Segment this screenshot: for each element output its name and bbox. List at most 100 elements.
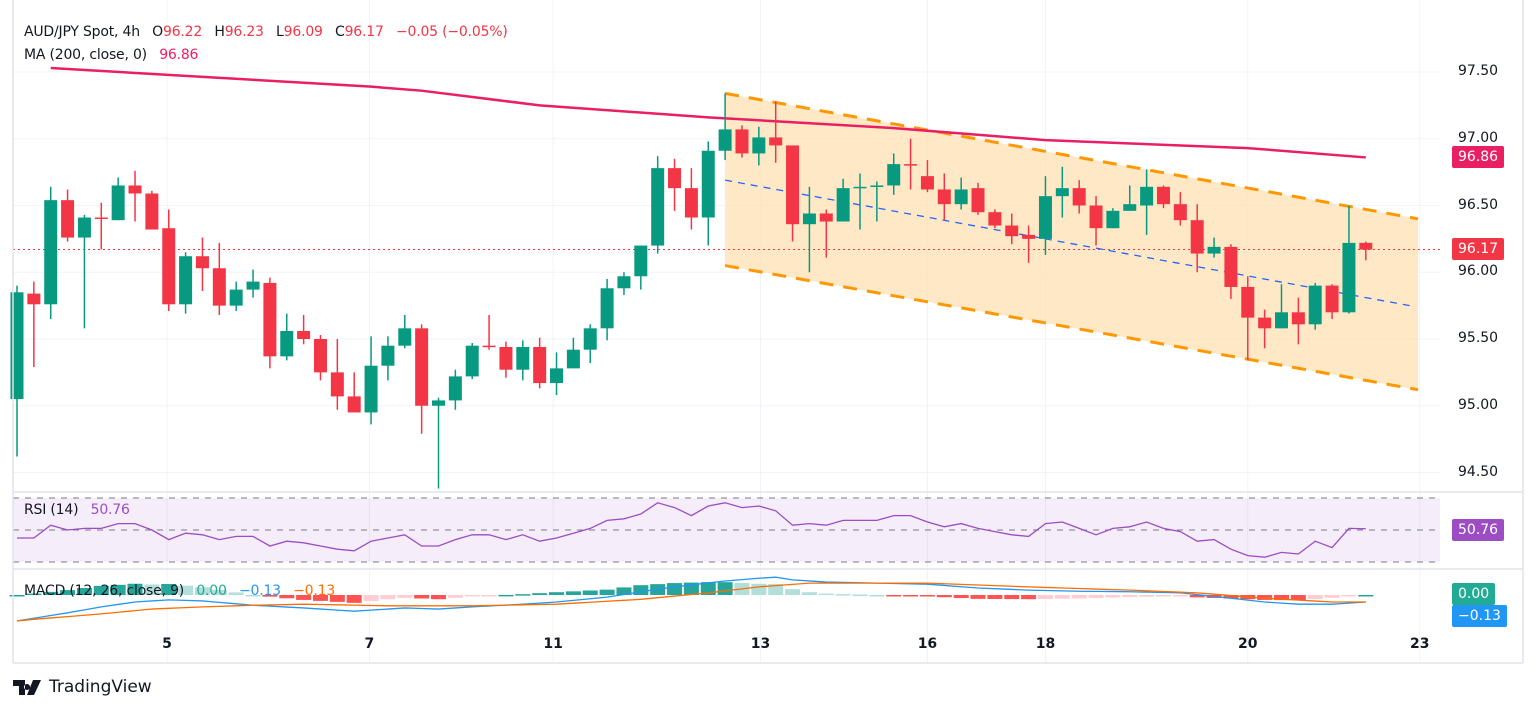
macd-histogram-bar [599,589,615,595]
ma-label: MA (200, close, 0) [24,47,147,63]
candle-body [1173,204,1187,221]
macd-histogram-bar [397,595,413,598]
close-value: 96.17 [344,24,384,40]
macd-histogram-bar [296,595,312,600]
macd-histogram-bar [869,595,885,597]
macd-histogram-bar [667,583,683,595]
macd-histogram-bar [515,594,531,596]
macd-histogram-bar [582,590,598,595]
macd-histogram-bar [818,593,834,596]
macd-histogram-bar [1358,595,1374,597]
macd-histogram-bar [60,590,76,595]
candle-body [1156,186,1170,205]
tradingview-logo-icon [13,679,41,695]
macd-histogram-bar [93,585,109,595]
macd-badge: −0.13 [1452,605,1507,627]
candle-body [499,347,513,370]
time-tick-label: 16 [917,636,938,652]
macd-line [16,576,1366,622]
candle-body [482,345,496,348]
macd-histogram-bar [785,589,801,595]
candle-body [77,217,91,238]
candle-body [1072,188,1086,206]
candle-body [550,368,564,384]
macd-histogram-bar [919,595,935,597]
macd-histogram-bar [228,592,244,595]
macd-histogram-bar [987,595,1003,599]
candle-body [1005,225,1019,237]
candles [10,93,1373,489]
candle-body [415,328,429,406]
candle-body [1123,204,1137,211]
macd-histogram-bar [431,595,446,600]
rsi-legend[interactable]: RSI (14) 50.76 [24,502,130,518]
ma-legend[interactable]: MA (200, close, 0) 96.86 [24,47,198,63]
macd-pane [9,576,1374,622]
candle-body [752,137,766,154]
candle-body [263,282,277,357]
macd-signal-value: −0.13 [293,583,336,599]
macd-line-value: −0.13 [238,583,281,599]
candle-body [398,328,412,346]
time-tick-label: 7 [364,636,375,652]
macd-histogram-bar [1037,595,1053,599]
candle-body [1291,312,1305,325]
macd-histogram-bar [1139,595,1155,597]
price-tick-label: 96.50 [1458,196,1499,213]
candle-body [1325,285,1339,313]
candle-body [280,330,294,357]
macd-histogram-bar [1324,595,1340,598]
candle-body [600,288,614,329]
candle-body [634,245,648,277]
macd-histogram-bar [414,595,430,599]
open-label: O [152,24,163,40]
time-tick-label: 5 [162,636,172,652]
rsi-line [17,502,1366,558]
time-tick-label: 23 [1410,636,1430,652]
candle-body [668,168,682,189]
macd-hist-value: 0.00 [196,583,227,599]
time-tick-label: 11 [543,636,563,652]
candle-body [617,276,631,289]
time-tick-label: 13 [750,636,771,652]
macd-legend[interactable]: MACD (12, 26, close, 9) 0.00 −0.13 −0.13 [24,583,335,599]
close-label: C [335,24,345,40]
rsi-label: RSI (14) [24,502,79,518]
macd-histogram-bar [936,595,952,598]
tradingview-logo[interactable]: TradingView [13,677,152,697]
ma200-line [50,66,1366,159]
macd-histogram-bar [886,595,902,597]
macd-histogram-bar [717,582,733,595]
price-tick-label: 95.50 [1458,330,1499,346]
candle-body [769,137,783,146]
candle-body [516,347,530,370]
candle-body [1089,205,1103,229]
candle-body [448,376,462,401]
channel-fill [725,93,1419,390]
candle-body [701,150,715,218]
macd-histogram-bar [768,584,784,595]
ma-value: 96.86 [159,47,199,63]
candle-body [297,330,311,339]
macd-histogram-bar [279,595,295,599]
price-tick-label: 97.00 [1458,129,1499,146]
candle-body [212,268,226,306]
candle-body [44,200,58,305]
candle-body [1055,188,1069,197]
candle-body [465,345,479,377]
candle-body [1359,242,1373,250]
time-tick-label: 18 [1035,636,1056,652]
macd-histogram-bar [498,594,514,597]
candle-body [94,217,108,220]
candle-body [566,349,580,369]
candle-body [347,396,361,413]
candle-body [583,328,597,350]
macd-histogram-bar [262,595,278,597]
macd-histogram-bar [1004,595,1020,600]
candle-body [904,164,918,166]
brand-name: TradingView [49,677,152,697]
price-tick-label: 96.00 [1458,263,1499,280]
macd-histogram-bar [1054,595,1070,599]
macd-histogram-bar [464,595,480,597]
